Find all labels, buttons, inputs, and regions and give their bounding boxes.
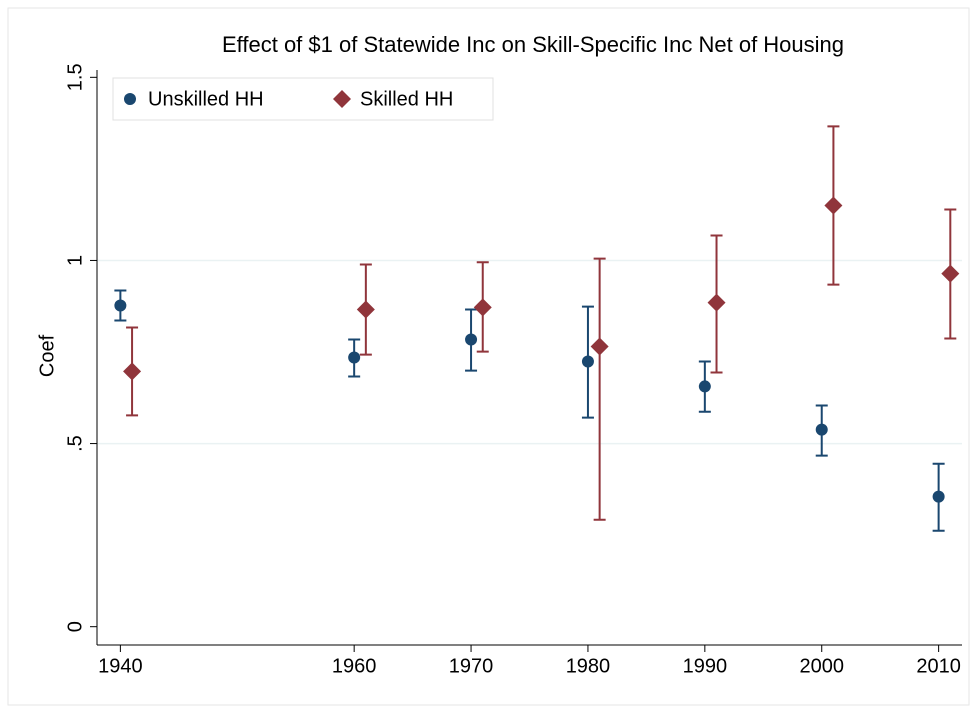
x-tick-label: 1970	[449, 655, 494, 677]
marker	[698, 380, 711, 393]
x-tick-label: 2010	[916, 655, 961, 677]
y-tick-label: 0	[64, 621, 86, 632]
marker	[707, 293, 726, 312]
marker	[114, 299, 127, 312]
x-tick-label: 1980	[566, 655, 611, 677]
marker	[465, 333, 478, 346]
chart-title: Effect of $1 of Statewide Inc on Skill-S…	[222, 32, 844, 57]
y-tick-label: .5	[64, 435, 86, 452]
legend-label: Unskilled HH	[148, 88, 264, 110]
marker	[815, 423, 828, 436]
error-bar	[593, 257, 606, 521]
frame	[7, 7, 970, 706]
y-axis-label: Coef	[36, 334, 58, 377]
marker	[932, 490, 945, 503]
legend-label: Skilled HH	[360, 88, 453, 110]
x-tick-label: 1940	[98, 655, 143, 677]
legend-box	[112, 77, 494, 121]
marker	[824, 196, 843, 215]
legend-marker	[333, 90, 351, 108]
marker	[348, 351, 361, 364]
marker	[941, 264, 960, 283]
marker	[356, 300, 375, 319]
y-tick-label: 1	[64, 255, 86, 266]
marker	[581, 355, 594, 368]
marker	[473, 298, 492, 317]
x-tick-label: 1960	[332, 655, 377, 677]
legend-marker	[124, 93, 136, 105]
marker	[123, 362, 142, 381]
marker	[590, 337, 609, 356]
x-tick-label: 2000	[799, 655, 844, 677]
y-tick-label: 1.5	[64, 63, 86, 91]
x-tick-label: 1990	[683, 655, 728, 677]
